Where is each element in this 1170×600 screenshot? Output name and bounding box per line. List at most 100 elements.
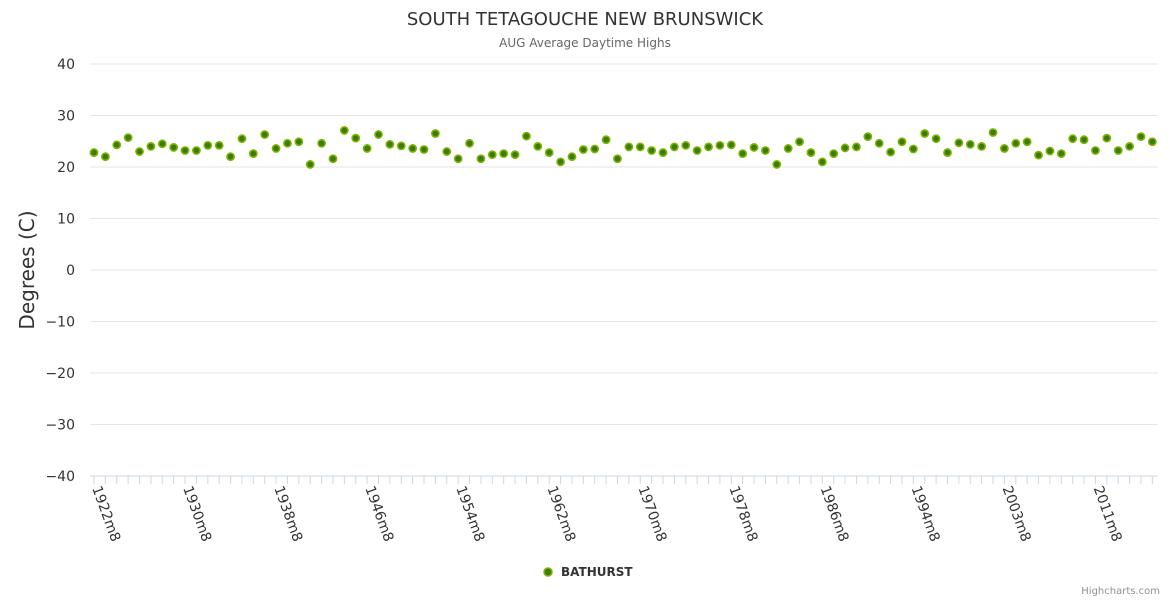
data-point[interactable] (123, 133, 133, 143)
data-point[interactable] (738, 149, 748, 159)
data-point[interactable] (283, 138, 292, 148)
data-point[interactable] (169, 143, 179, 152)
data-point[interactable] (362, 144, 372, 153)
data-point[interactable] (669, 142, 679, 152)
data-point[interactable] (385, 139, 395, 149)
data-point[interactable] (852, 142, 861, 152)
data-point[interactable] (1079, 135, 1089, 145)
data-point[interactable] (624, 142, 634, 152)
data-point[interactable] (908, 144, 918, 154)
data-point[interactable] (1091, 146, 1100, 155)
legend-marker-bathurst[interactable] (543, 567, 553, 577)
data-point[interactable] (237, 134, 247, 144)
data-point[interactable] (761, 146, 770, 155)
data-point[interactable] (749, 143, 759, 152)
data-point[interactable] (100, 152, 110, 162)
data-point[interactable] (590, 144, 600, 154)
data-point[interactable] (1011, 138, 1021, 148)
data-point[interactable] (578, 145, 588, 154)
data-point[interactable] (647, 146, 657, 155)
data-point[interactable] (1102, 133, 1112, 143)
data-point[interactable] (442, 147, 452, 156)
data-point[interactable] (339, 126, 349, 135)
data-point[interactable] (874, 138, 884, 148)
data-point[interactable] (419, 145, 429, 154)
data-point[interactable] (1125, 141, 1134, 151)
data-point[interactable] (408, 144, 418, 153)
data-points[interactable] (89, 126, 1157, 169)
data-point[interactable] (567, 152, 577, 162)
data-point[interactable] (112, 140, 122, 150)
data-point[interactable] (214, 140, 224, 150)
data-point[interactable] (1136, 132, 1146, 142)
legend[interactable]: BATHURST (543, 565, 633, 579)
data-point[interactable] (704, 142, 713, 152)
data-point[interactable] (157, 139, 167, 149)
data-point[interactable] (772, 160, 782, 169)
data-point[interactable] (1000, 144, 1009, 153)
data-point[interactable] (146, 141, 156, 151)
data-point[interactable] (783, 144, 793, 153)
data-point[interactable] (977, 141, 987, 151)
data-point[interactable] (829, 149, 839, 159)
data-point[interactable] (931, 134, 941, 144)
data-point[interactable] (476, 154, 486, 164)
data-point[interactable] (965, 139, 975, 149)
data-point[interactable] (806, 148, 816, 157)
legend-label-bathurst[interactable]: BATHURST (561, 565, 633, 579)
data-point[interactable] (601, 135, 611, 145)
data-point[interactable] (317, 138, 326, 148)
data-point[interactable] (715, 140, 725, 150)
data-point[interactable] (1056, 149, 1066, 159)
data-point[interactable] (692, 146, 702, 155)
data-point[interactable] (305, 160, 315, 169)
data-point[interactable] (544, 148, 554, 157)
data-point[interactable] (863, 132, 873, 142)
data-point[interactable] (1022, 137, 1032, 147)
data-point[interactable] (135, 147, 144, 156)
data-point[interactable] (635, 142, 645, 152)
data-point[interactable] (226, 152, 235, 162)
data-point[interactable] (1147, 137, 1157, 147)
data-point[interactable] (396, 141, 406, 151)
data-point[interactable] (726, 140, 736, 150)
y-tick-label: 10 (57, 212, 75, 228)
data-point[interactable] (522, 131, 531, 141)
data-point[interactable] (795, 137, 804, 147)
data-point[interactable] (1068, 134, 1078, 144)
data-point[interactable] (430, 129, 440, 138)
data-point[interactable] (351, 133, 361, 143)
data-point[interactable] (1034, 150, 1043, 160)
data-point[interactable] (328, 154, 338, 164)
data-point[interactable] (556, 157, 565, 167)
data-point[interactable] (886, 147, 895, 157)
data-point[interactable] (203, 140, 213, 150)
data-point[interactable] (897, 137, 907, 147)
data-point[interactable] (613, 154, 622, 164)
data-point[interactable] (1113, 146, 1123, 155)
data-point[interactable] (817, 157, 827, 167)
data-point[interactable] (487, 150, 497, 160)
data-point[interactable] (192, 146, 201, 155)
data-point[interactable] (681, 140, 691, 150)
data-point[interactable] (943, 148, 952, 157)
credits-link[interactable]: Highcharts.com (1081, 586, 1160, 597)
data-point[interactable] (840, 143, 850, 153)
data-point[interactable] (260, 130, 270, 139)
data-point[interactable] (1045, 146, 1055, 156)
data-point[interactable] (533, 141, 543, 151)
data-point[interactable] (180, 146, 190, 155)
data-point[interactable] (294, 137, 304, 147)
data-point[interactable] (954, 138, 964, 148)
data-point[interactable] (453, 154, 463, 164)
data-point[interactable] (465, 138, 474, 148)
data-point[interactable] (271, 144, 281, 153)
data-point[interactable] (658, 148, 668, 157)
data-point[interactable] (89, 148, 99, 157)
data-point[interactable] (510, 150, 520, 160)
data-point[interactable] (920, 129, 930, 138)
data-point[interactable] (374, 130, 383, 139)
data-point[interactable] (988, 128, 998, 137)
data-point[interactable] (248, 149, 258, 159)
data-point[interactable] (499, 149, 509, 159)
